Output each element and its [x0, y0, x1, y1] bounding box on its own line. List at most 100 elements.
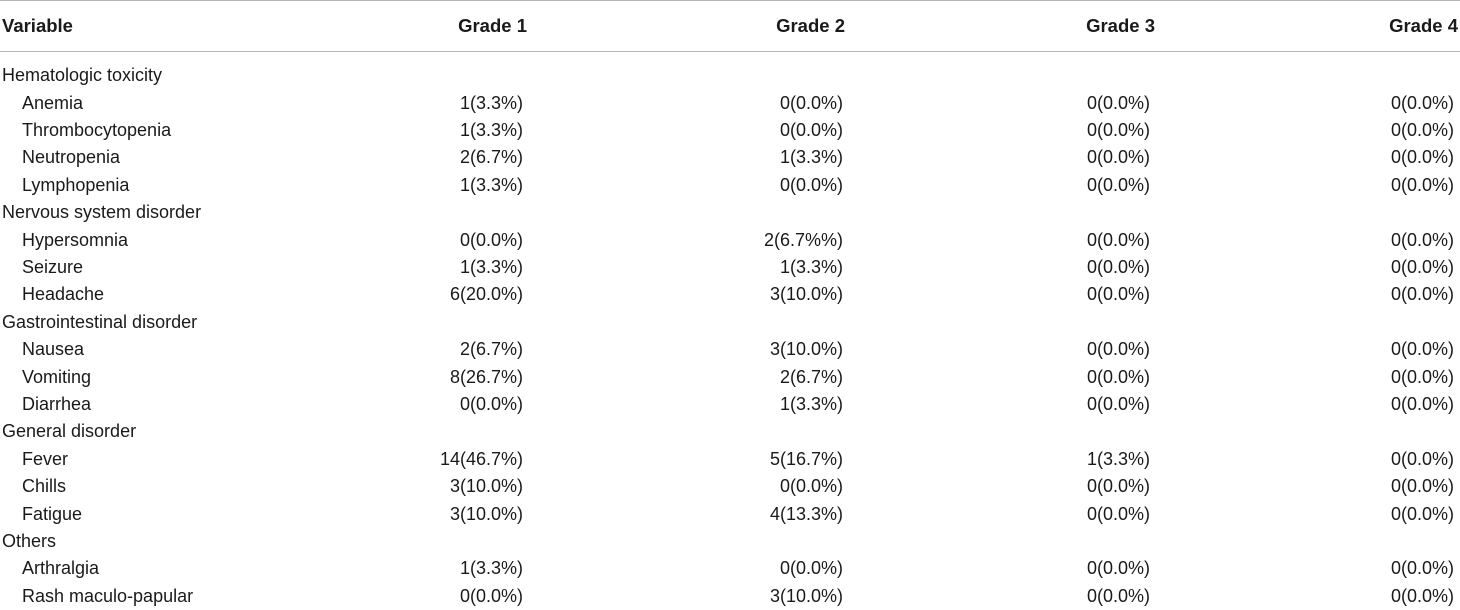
grade-3-value: 1(3.3%) — [1086, 448, 1150, 469]
grade-2-value: 1(3.3%) — [779, 147, 843, 168]
grade-4-value: 0(0.0%) — [1390, 339, 1454, 360]
grade-3-value: 0(0.0%) — [1086, 147, 1150, 168]
variable-label: Arthralgia — [22, 558, 100, 579]
table-row: Hypersomnia 0(0.0%) 2(6.7%%) 0(0.0%) 0(0.0%) — [0, 226, 1460, 253]
grade-3-value: 0(0.0%) — [1086, 558, 1150, 579]
table-row: Chills 3(10.0%) 0(0.0%) 0(0.0%) 0(0.0%) — [0, 473, 1460, 500]
variable-label: Fatigue — [22, 503, 83, 524]
category-row: Hematologic toxicity — [0, 62, 1460, 89]
grade-2-value: 4(13.3%) — [769, 503, 843, 524]
grade-4-value: 0(0.0%) — [1390, 585, 1454, 606]
grade-4-value: 0(0.0%) — [1390, 558, 1454, 579]
variable-label: Anemia — [22, 92, 84, 113]
grade-2-value: 3(10.0%) — [769, 284, 843, 305]
grade-2-value: 3(10.0%) — [769, 339, 843, 360]
grade-4-value: 0(0.0%) — [1390, 503, 1454, 524]
grade-4-value: 0(0.0%) — [1390, 92, 1454, 113]
category-row: Others — [0, 528, 1460, 555]
variable-label: Thrombocytopenia — [22, 119, 172, 140]
grade-1-value: 0(0.0%) — [459, 393, 523, 414]
grade-1-value: 1(3.3%) — [459, 92, 523, 113]
table-row: Thrombocytopenia 1(3.3%) 0(0.0%) 0(0.0%) 0(0… — [0, 117, 1460, 144]
variable-label: Fever — [22, 448, 69, 469]
grade-3-value: 0(0.0%) — [1086, 284, 1150, 305]
grade-4-value: 0(0.0%) — [1390, 284, 1454, 305]
table-row: Seizure 1(3.3%) 1(3.3%) 0(0.0%) 0(0.0%) — [0, 254, 1460, 281]
grade-1-value: 1(3.3%) — [459, 119, 523, 140]
grade-4-value: 0(0.0%) — [1390, 448, 1454, 469]
grade-4-value: 0(0.0%) — [1390, 476, 1454, 497]
grade-1-value: 0(0.0%) — [459, 585, 523, 606]
table-header: Variable Grade 1 Grade 2 Grade 3 Grade 4 — [0, 0, 1460, 52]
grade-2-value: 2(6.7%%) — [763, 229, 843, 250]
grade-2-value: 0(0.0%) — [779, 92, 843, 113]
variable-label: Nausea — [22, 339, 85, 360]
variable-label: Neutropenia — [22, 147, 121, 168]
grade-4-value: 0(0.0%) — [1390, 393, 1454, 414]
category-row: General disorder — [0, 418, 1460, 445]
grade-4-value: 0(0.0%) — [1390, 256, 1454, 277]
grade-2-value: 1(3.3%) — [779, 393, 843, 414]
grade-3-value: 0(0.0%) — [1086, 393, 1150, 414]
variable-label: Hypersomnia — [22, 229, 129, 250]
category-row: Nervous system disorder — [0, 199, 1460, 226]
grade-1-value: 2(6.7%) — [459, 339, 523, 360]
table-row: Diarrhea 0(0.0%) 1(3.3%) 0(0.0%) 0(0.0%) — [0, 391, 1460, 418]
grade-1-value: 0(0.0%) — [459, 229, 523, 250]
grade-3-value: 0(0.0%) — [1086, 119, 1150, 140]
grade-3-value: 0(0.0%) — [1086, 366, 1150, 387]
table-row: Nausea 2(6.7%) 3(10.0%) 0(0.0%) 0(0.0%) — [0, 336, 1460, 363]
grade-2-value: 0(0.0%) — [779, 476, 843, 497]
variable-label: Seizure — [22, 256, 84, 277]
category-label: Others — [2, 530, 57, 551]
grade-1-value: 14(46.7%) — [439, 448, 523, 469]
grade-3-value: 0(0.0%) — [1086, 229, 1150, 250]
category-label: Hematologic toxicity — [2, 65, 163, 86]
table-row: Arthralgia 1(3.3%) 0(0.0%) 0(0.0%) 0(0.0%) — [0, 555, 1460, 582]
grade-4-value: 0(0.0%) — [1390, 229, 1454, 250]
grade-2-value: 2(6.7%) — [779, 366, 843, 387]
grade-4-value: 0(0.0%) — [1390, 174, 1454, 195]
header-variable: Variable — [2, 15, 73, 36]
variable-label: Rash maculo-papular — [22, 585, 194, 606]
variable-label: Headache — [22, 284, 105, 305]
grade-2-value: 3(10.0%) — [769, 585, 843, 606]
grade-3-value: 0(0.0%) — [1086, 503, 1150, 524]
grade-4-value: 0(0.0%) — [1390, 119, 1454, 140]
grade-1-value: 3(10.0%) — [449, 503, 523, 524]
grade-1-value: 3(10.0%) — [449, 476, 523, 497]
grade-3-value: 0(0.0%) — [1086, 256, 1150, 277]
table-row: Headache 6(20.0%) 3(10.0%) 0(0.0%) 0(0.0%) — [0, 281, 1460, 308]
header-grade-4: Grade 4 — [1389, 15, 1458, 36]
table-row: Lymphopenia 1(3.3%) 0(0.0%) 0(0.0%) 0(0.0%) — [0, 172, 1460, 199]
grade-2-value: 1(3.3%) — [779, 256, 843, 277]
variable-label: Chills — [22, 476, 67, 497]
table-row: Fatigue 3(10.0%) 4(13.3%) 0(0.0%) 0(0.0%) — [0, 500, 1460, 527]
category-label: Nervous system disorder — [2, 202, 202, 223]
grade-2-value: 5(16.7%) — [769, 448, 843, 469]
grade-2-value: 0(0.0%) — [779, 174, 843, 195]
grade-4-value: 0(0.0%) — [1390, 366, 1454, 387]
category-label: General disorder — [2, 421, 137, 442]
grade-2-value: 0(0.0%) — [779, 558, 843, 579]
grade-1-value: 1(3.3%) — [459, 174, 523, 195]
table-row: Rash maculo-papular 0(0.0%) 3(10.0%) 0(0.0%… — [0, 583, 1460, 610]
grade-3-value: 0(0.0%) — [1086, 585, 1150, 606]
grade-1-value: 6(20.0%) — [449, 284, 523, 305]
grade-3-value: 0(0.0%) — [1086, 476, 1150, 497]
grade-1-value: 2(6.7%) — [459, 147, 523, 168]
table-row: Fever 14(46.7%) 5(16.7%) 1(3.3%) 0(0.0%) — [0, 446, 1460, 473]
grade-3-value: 0(0.0%) — [1086, 339, 1150, 360]
variable-label: Vomiting — [22, 366, 92, 387]
variable-label: Lymphopenia — [22, 174, 130, 195]
grade-1-value: 1(3.3%) — [459, 558, 523, 579]
grade-4-value: 0(0.0%) — [1390, 147, 1454, 168]
table-row: Neutropenia 2(6.7%) 1(3.3%) 0(0.0%) 0(0.0%) — [0, 144, 1460, 171]
category-label: Gastrointestinal disorder — [2, 311, 198, 332]
header-grade-3: Grade 3 — [1086, 15, 1155, 36]
grade-1-value: 8(26.7%) — [449, 366, 523, 387]
grade-2-value: 0(0.0%) — [779, 119, 843, 140]
table-row: Vomiting 8(26.7%) 2(6.7%) 0(0.0%) 0(0.0%) — [0, 363, 1460, 390]
header-grade-2: Grade 2 — [776, 15, 845, 36]
